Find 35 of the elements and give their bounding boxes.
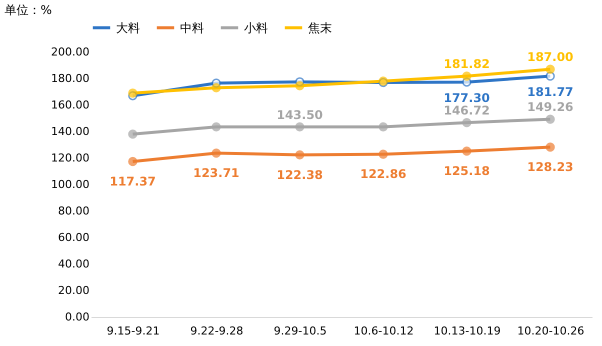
y-tick-label: 160.00 — [51, 98, 90, 112]
y-tick-label: 200.00 — [51, 46, 90, 58]
y-tick-label: 120.00 — [51, 152, 90, 164]
data-label: 122.38 — [276, 168, 323, 182]
legend-label: 焦末 — [308, 20, 332, 35]
data-label: 143.50 — [276, 108, 323, 122]
data-label: 122.86 — [360, 167, 406, 182]
data-label: 181.82 — [444, 57, 490, 72]
data-label: 146.72 — [444, 104, 490, 118]
legend-label: 大料 — [116, 20, 140, 35]
x-tick-label: 10.13-10.19 — [434, 324, 501, 338]
y-tick-label: 140.00 — [51, 125, 90, 138]
data-label: 149.26 — [527, 100, 574, 114]
y-tick-label: 0.00 — [65, 310, 90, 324]
data-label: 181.77 — [527, 85, 574, 100]
x-tick-label: 10.6-10.12 — [354, 324, 414, 338]
x-tick-label: 9.15-9.21 — [106, 324, 160, 338]
y-tick-label: 40.00 — [58, 258, 90, 270]
x-tick-label: 10.20-10.26 — [517, 324, 584, 338]
data-label: 177.30 — [444, 91, 490, 106]
legend-label: 中料 — [180, 20, 204, 35]
data-label: 128.23 — [527, 160, 574, 174]
data-label: 117.37 — [110, 174, 156, 188]
y-tick-label: 80.00 — [58, 204, 90, 218]
y-axis-title: 单位：% — [4, 3, 52, 17]
legend-label: 小料 — [244, 20, 268, 35]
y-tick-label: 20.00 — [58, 284, 90, 297]
data-label: 123.71 — [193, 166, 240, 180]
x-tick-label: 9.29-10.5 — [274, 324, 327, 338]
x-tick-label: 9.22-9.28 — [190, 324, 244, 338]
y-tick-label: 60.00 — [58, 231, 90, 244]
y-tick-label: 180.00 — [51, 72, 90, 85]
data-label: 187.00 — [527, 50, 574, 64]
data-label: 125.18 — [444, 164, 490, 178]
y-tick-label: 100.00 — [51, 178, 90, 191]
